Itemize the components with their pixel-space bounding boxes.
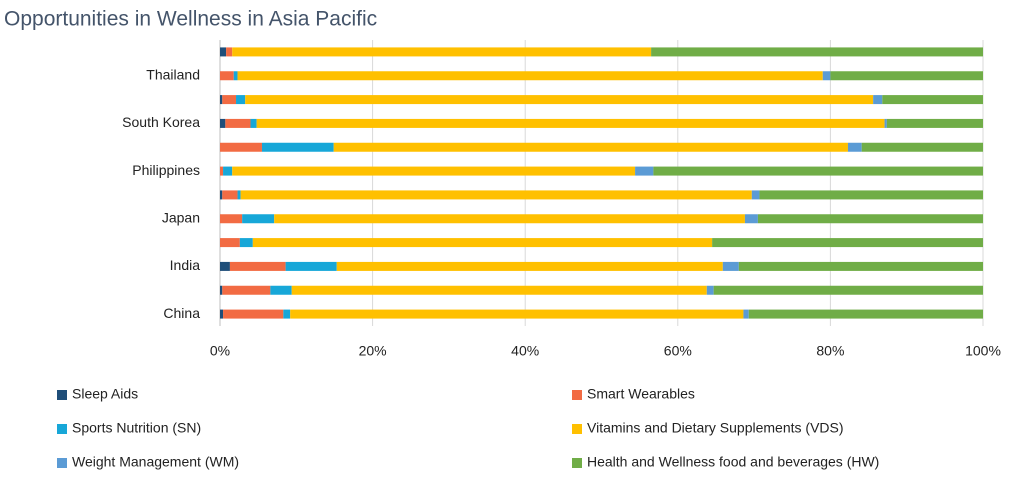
legend-label: Health and Wellness food and beverages (… xyxy=(587,454,879,470)
y-tick-label: Thailand xyxy=(146,66,200,82)
bar-segment xyxy=(333,142,848,152)
bar-segment xyxy=(256,118,885,128)
bar-segment xyxy=(220,238,240,248)
legend-swatch xyxy=(572,390,582,400)
x-tick-label: 100% xyxy=(965,343,1001,359)
bar-segment xyxy=(220,261,230,271)
legend-label: Sports Nutrition (SN) xyxy=(72,420,201,436)
bar-segment xyxy=(220,71,234,81)
legend-label: Sleep Aids xyxy=(72,386,138,402)
legend-swatch xyxy=(57,458,67,468)
bar-segment xyxy=(738,261,983,271)
bar-segment xyxy=(242,214,275,224)
bar-segment xyxy=(220,214,243,224)
y-tick-label: Philippines xyxy=(132,162,200,178)
legend-swatch xyxy=(57,424,67,434)
bar-segment xyxy=(713,285,983,295)
bar-segment xyxy=(861,142,983,152)
bar-segment xyxy=(223,166,233,176)
bar-segment xyxy=(290,309,744,319)
legend-label: Vitamins and Dietary Supplements (VDS) xyxy=(587,420,844,436)
bar-segment xyxy=(635,166,654,176)
bar-segment xyxy=(236,95,246,105)
bar-segment xyxy=(285,261,337,271)
bar-segment xyxy=(237,190,241,200)
bar-segment xyxy=(220,166,224,176)
bar-segment xyxy=(261,142,334,152)
bar-segment xyxy=(274,214,745,224)
y-tick-label: India xyxy=(170,257,201,273)
x-tick-label: 20% xyxy=(359,343,387,359)
bar-segment xyxy=(226,47,233,57)
bar-segment xyxy=(222,285,271,295)
bar-segment xyxy=(220,47,227,57)
bar-segment xyxy=(222,95,237,105)
bar-segment xyxy=(252,238,713,248)
legend-swatch xyxy=(572,424,582,434)
bar-segment xyxy=(882,95,983,105)
bar-segment xyxy=(237,71,823,81)
bar-segment xyxy=(270,285,292,295)
x-tick-label: 60% xyxy=(664,343,692,359)
bar-segment xyxy=(220,118,226,128)
legend-label: Weight Management (WM) xyxy=(72,454,239,470)
bar-segment xyxy=(283,309,291,319)
bar-segment xyxy=(744,214,758,224)
bar-segment xyxy=(239,238,253,248)
bar-segment xyxy=(759,190,983,200)
bar-segment xyxy=(757,214,983,224)
legend-swatch xyxy=(572,458,582,468)
x-tick-label: 80% xyxy=(816,343,844,359)
chart-title: Opportunities in Wellness in Asia Pacifi… xyxy=(4,8,377,31)
bar-segment xyxy=(873,95,883,105)
bar-segment xyxy=(884,118,887,128)
bar-segment xyxy=(223,309,284,319)
bar-segment xyxy=(822,71,831,81)
bar-segment xyxy=(220,142,262,152)
bar-segment xyxy=(653,166,983,176)
bar-segment xyxy=(712,238,983,248)
bar-segment xyxy=(336,261,723,271)
bar-segment xyxy=(651,47,983,57)
bar-segment xyxy=(830,71,983,81)
bar-segment xyxy=(240,190,752,200)
bar-segment xyxy=(220,190,223,200)
bar-segment xyxy=(743,309,749,319)
bar-segment xyxy=(847,142,862,152)
legend-swatch xyxy=(57,390,67,400)
bar-segment xyxy=(229,261,286,271)
y-tick-label: Japan xyxy=(162,209,200,225)
bar-segment xyxy=(291,285,707,295)
bar-segment xyxy=(751,190,760,200)
bar-segment xyxy=(722,261,739,271)
bar-segment xyxy=(220,285,223,295)
bar-segment xyxy=(220,309,224,319)
bar-segment xyxy=(245,95,874,105)
bar-segment xyxy=(233,71,238,81)
x-tick-label: 40% xyxy=(511,343,539,359)
legend-label: Smart Wearables xyxy=(587,386,695,402)
bar-segment xyxy=(220,95,223,105)
y-tick-label: China xyxy=(163,305,200,321)
bar-segment xyxy=(706,285,714,295)
bar-segment xyxy=(250,118,257,128)
bar-segment xyxy=(232,166,636,176)
bar-segment xyxy=(225,118,251,128)
bar-segment xyxy=(886,118,983,128)
x-tick-label: 0% xyxy=(210,343,230,359)
y-tick-label: South Korea xyxy=(122,114,200,130)
bar-segment xyxy=(232,47,652,57)
bar-segment xyxy=(748,309,983,319)
bar-segment xyxy=(222,190,238,200)
